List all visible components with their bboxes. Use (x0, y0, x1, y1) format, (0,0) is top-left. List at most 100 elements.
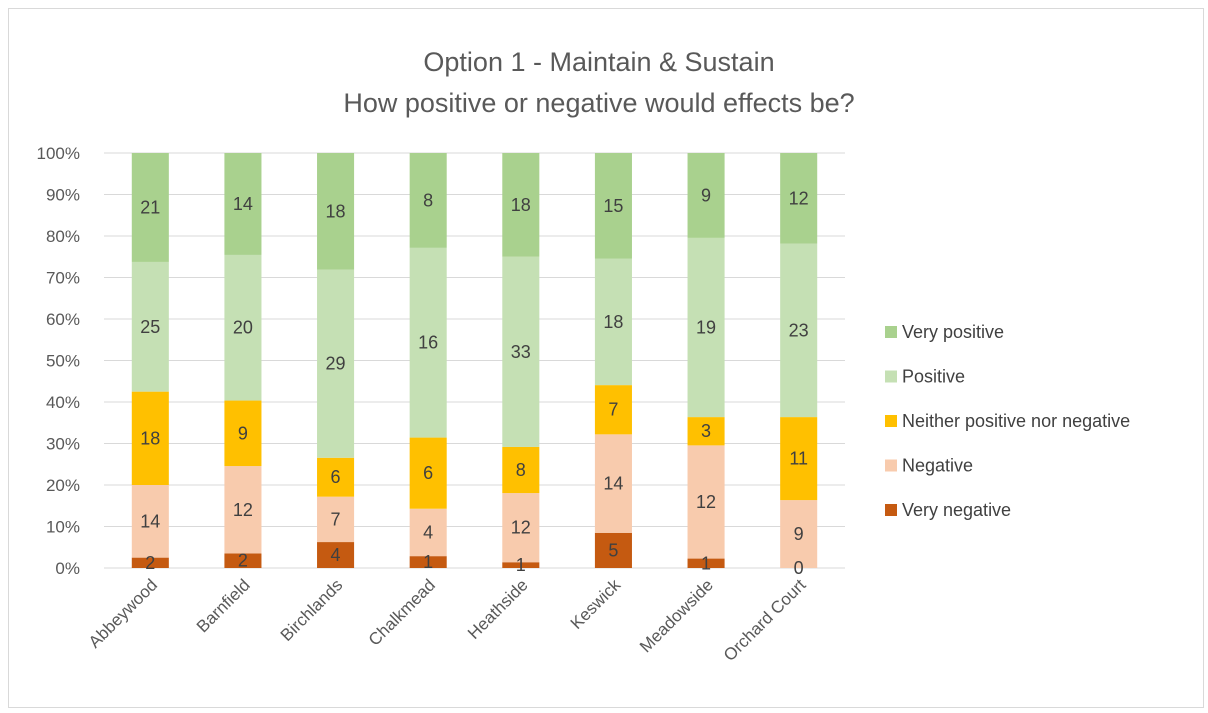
bar-segment (594, 385, 632, 435)
data-label: 12 (511, 518, 531, 538)
legend-label: Positive (902, 367, 965, 387)
data-label: 19 (696, 317, 716, 337)
data-label: 7 (608, 400, 618, 420)
data-label: 18 (140, 428, 160, 448)
bar-segment (317, 153, 355, 270)
x-category-label: Abbeywood (85, 575, 161, 651)
data-label: 23 (789, 320, 809, 340)
data-label: 11 (789, 449, 808, 469)
data-label: 25 (140, 317, 160, 337)
bar-segment (780, 153, 818, 244)
bar-segment (594, 153, 632, 259)
bar-segment (502, 493, 540, 563)
bar-segment (131, 485, 169, 558)
bar-segment (224, 553, 262, 568)
bar-segment (502, 446, 540, 494)
bar-segment (687, 445, 725, 559)
data-label: 9 (701, 185, 711, 205)
data-label: 14 (233, 194, 253, 214)
bars (131, 153, 818, 568)
bar-segment (317, 496, 355, 543)
bar-segment (409, 153, 447, 248)
data-label: 6 (423, 463, 433, 483)
bar-segment (780, 500, 818, 568)
y-axis: 0% 10% 20% 30% 40% 50% 60% 70% 80% 90% 100% (37, 144, 80, 578)
data-label: 9 (794, 524, 804, 544)
bar-segment (594, 434, 632, 533)
data-label: 16 (418, 333, 438, 353)
legend-swatch (885, 459, 897, 472)
data-label: 12 (696, 492, 716, 512)
y-tick-label: 30% (46, 435, 80, 454)
bar-segment (502, 153, 540, 257)
x-category-label: Heathside (464, 575, 532, 643)
data-label: 14 (140, 511, 160, 531)
data-label: 29 (326, 354, 346, 374)
x-category-label: Birchlands (277, 575, 347, 645)
x-category-label: Meadowside (636, 575, 717, 656)
bar-segment (502, 256, 540, 447)
data-labels: 2141825212129201447629181461681128331851… (140, 185, 808, 578)
data-label: 0 (794, 558, 804, 578)
bar-segment (687, 417, 725, 446)
data-label: 12 (789, 188, 809, 208)
legend-swatch (885, 326, 897, 338)
data-label: 9 (238, 423, 248, 443)
bar-segment (224, 466, 262, 554)
legend-swatch (885, 415, 897, 427)
data-label: 5 (608, 540, 618, 560)
y-tick-label: 20% (46, 476, 80, 495)
bar-segment (780, 417, 818, 501)
chart-title: Option 1 - Maintain & Sustain (423, 47, 774, 77)
bar-segment (687, 153, 725, 238)
legend-label: Very positive (902, 322, 1004, 342)
y-tick-label: 50% (46, 352, 80, 371)
data-label: 18 (603, 312, 623, 332)
data-label: 7 (331, 509, 341, 529)
x-axis: Abbeywood Barnfield Birchlands Chalkmead Hea… (85, 575, 810, 665)
legend-label: Very negative (902, 500, 1011, 520)
legend-swatch (885, 370, 897, 383)
y-tick-label: 80% (46, 227, 80, 246)
bar-segment (594, 258, 632, 386)
bar-segment (131, 261, 169, 392)
gridlines (104, 152, 845, 569)
data-label: 8 (516, 460, 526, 480)
chart-frame: Option 1 - Maintain & Sustain How positi… (8, 8, 1204, 708)
bar-segment (687, 558, 725, 568)
bar-segment (594, 532, 632, 568)
y-tick-label: 60% (46, 310, 80, 329)
data-label: 12 (233, 500, 253, 520)
legend-label: Negative (902, 456, 973, 476)
stacked-bar-chart: Option 1 - Maintain & Sustain How positi… (37, 47, 1131, 665)
x-category-label: Chalkmead (365, 575, 439, 649)
data-label: 1 (701, 553, 711, 573)
bar-segment (131, 153, 169, 262)
y-tick-label: 100% (37, 144, 80, 163)
data-label: 4 (423, 522, 433, 542)
legend-swatch (885, 504, 897, 516)
bar-segment (409, 508, 447, 557)
y-tick-label: 90% (46, 186, 80, 205)
chart-subtitle: How positive or negative would effects b… (343, 88, 854, 118)
data-label: 18 (326, 201, 346, 221)
legend-label: Neither positive nor negative (902, 411, 1130, 431)
bar-segment (409, 247, 447, 438)
data-label: 33 (511, 342, 531, 362)
x-category-label: Orchard Court (720, 575, 810, 665)
data-label: 2 (145, 553, 155, 573)
data-label: 1 (516, 555, 526, 575)
data-label: 21 (140, 197, 160, 217)
data-label: 8 (423, 190, 433, 210)
y-tick-label: 40% (46, 393, 80, 412)
data-label: 18 (511, 195, 531, 215)
data-label: 1 (423, 552, 433, 572)
bar-segment (224, 400, 262, 467)
data-label: 6 (331, 467, 341, 487)
bar-segment (224, 153, 262, 255)
bar-segment (409, 437, 447, 509)
data-label: 3 (701, 421, 711, 441)
bar-segment (317, 542, 355, 568)
bar-segment (131, 391, 169, 485)
bar-segment (317, 457, 355, 497)
